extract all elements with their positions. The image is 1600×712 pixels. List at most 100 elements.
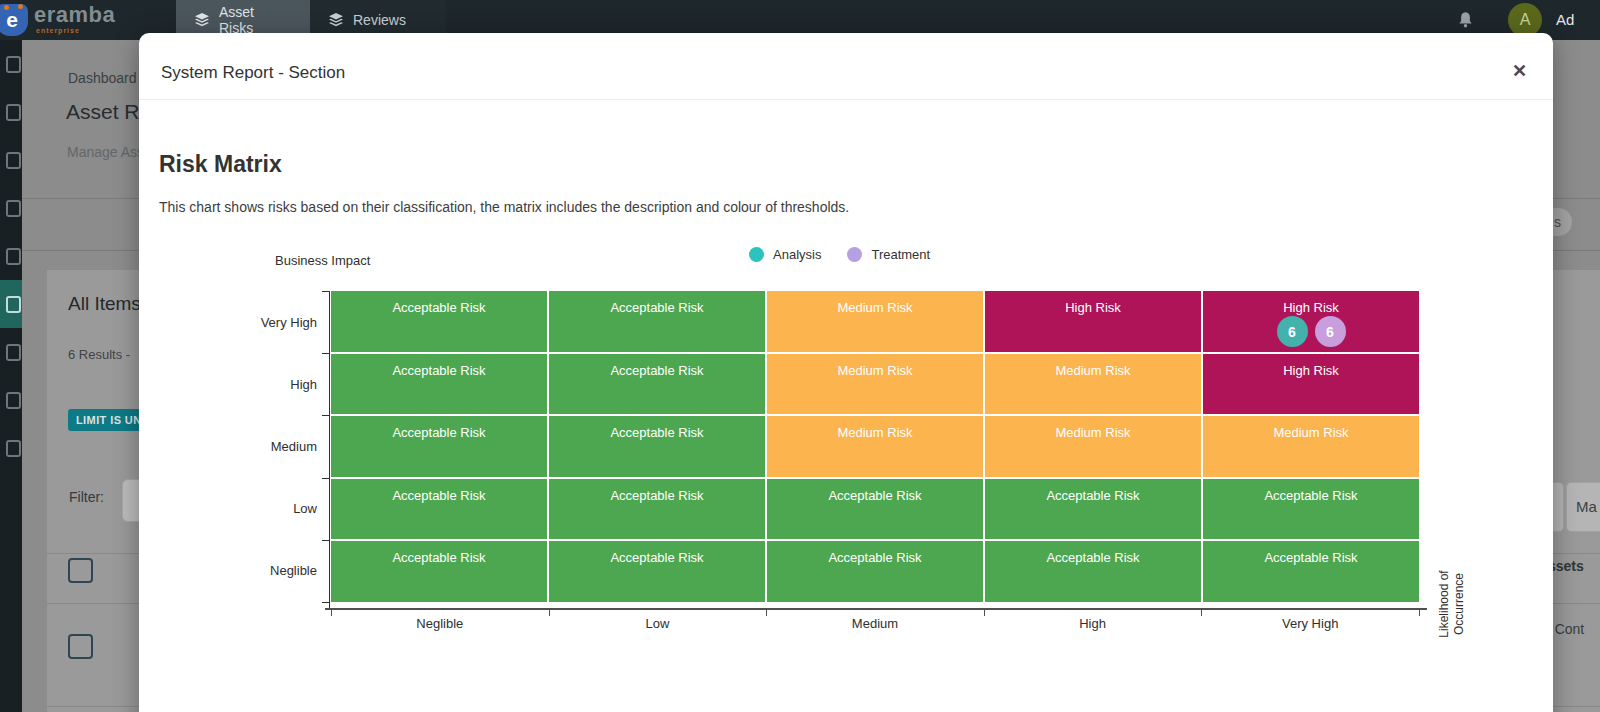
matrix-cell-3-2: Acceptable Risk [767, 479, 983, 540]
matrix-cell-4-2: Acceptable Risk [767, 541, 983, 602]
legend-item-analysis[interactable]: Analysis [749, 247, 821, 262]
user-avatar[interactable]: A [1508, 3, 1542, 37]
select-all-checkbox[interactable] [68, 558, 93, 583]
sidebar-icon [6, 248, 21, 265]
row-checkbox[interactable] [68, 634, 93, 659]
matrix-cell-3-3: Acceptable Risk [985, 479, 1201, 540]
matrix-cell-3-4: Acceptable Risk [1203, 479, 1419, 540]
cell-label: Acceptable Risk [392, 425, 485, 440]
cell-label: Acceptable Risk [610, 488, 703, 503]
sidebar-icon [6, 104, 21, 121]
cell-badges: 66 [1277, 316, 1346, 347]
report-section-heading: Risk Matrix [159, 151, 282, 178]
y-axis-tick [322, 540, 330, 541]
cell-label: Medium Risk [1055, 425, 1130, 440]
eramba-shield-icon: e [0, 4, 28, 36]
x-axis-title: Likelihood of Occurrence [1437, 561, 1467, 647]
matrix-cell-4-4: Acceptable Risk [1203, 541, 1419, 602]
matrix-cell-1-2: Medium Risk [767, 354, 983, 415]
logo-dot-icon [18, 4, 23, 9]
cell-label: High Risk [1065, 300, 1121, 315]
matrix-cell-1-1: Acceptable Risk [549, 354, 765, 415]
sidebar-item-9[interactable] [0, 424, 22, 472]
legend-item-treatment[interactable]: Treatment [847, 247, 930, 262]
legend-dot-icon [749, 247, 764, 262]
report-section-description: This chart shows risks based on their cl… [159, 199, 849, 215]
cell-label: Acceptable Risk [828, 488, 921, 503]
cell-label: Acceptable Risk [1046, 488, 1139, 503]
logo-dot-icon [4, 5, 9, 10]
notifications-bell-icon[interactable] [1455, 9, 1476, 35]
sidebar-item-2[interactable] [0, 88, 22, 136]
analysis-count-badge[interactable]: 6 [1277, 316, 1308, 347]
matrix-cell-0-3: High Risk [985, 291, 1201, 352]
breadcrumb[interactable]: Dashboard / [68, 70, 144, 86]
card-title: All Items [68, 293, 141, 315]
sidebar-item-7[interactable] [0, 328, 22, 376]
close-icon[interactable]: ✕ [1512, 62, 1527, 80]
filter-label: Filter: [69, 489, 104, 505]
cell-label: Medium Risk [837, 363, 912, 378]
cell-label: Medium Risk [837, 425, 912, 440]
sidebar-icon [6, 440, 21, 457]
y-axis-tick [322, 291, 330, 292]
x-axis-labels: NeglibleLowMediumHighVery High [331, 616, 1419, 631]
x-tick-label: High [984, 616, 1202, 631]
sidebar [0, 40, 22, 712]
sidebar-item-4[interactable] [0, 184, 22, 232]
layers-icon [194, 12, 210, 28]
pill-button-label: s [1554, 214, 1561, 230]
sidebar-icon [6, 344, 21, 361]
sidebar-icon [6, 152, 21, 169]
sidebar-item-6[interactable] [0, 280, 22, 328]
x-axis-tick [1201, 610, 1202, 616]
matrix-cell-0-0: Acceptable Risk [331, 291, 547, 352]
cell-label: Acceptable Risk [1264, 550, 1357, 565]
cell-label: Acceptable Risk [1264, 488, 1357, 503]
x-tick-label: Medium [766, 616, 984, 631]
matrix-cell-2-2: Medium Risk [767, 416, 983, 477]
x-axis-tick [766, 610, 767, 616]
x-axis-tick [331, 610, 332, 616]
x-tick-label: Very High [1201, 616, 1419, 631]
matrix-cell-0-2: Medium Risk [767, 291, 983, 352]
sidebar-item-3[interactable] [0, 136, 22, 184]
x-axis-tick [1419, 610, 1420, 616]
x-axis-line [325, 608, 1427, 610]
matrix-cell-2-3: Medium Risk [985, 416, 1201, 477]
matrix-cell-1-3: Medium Risk [985, 354, 1201, 415]
sidebar-item-1[interactable] [0, 40, 22, 88]
matrix-cell-4-3: Acceptable Risk [985, 541, 1201, 602]
cell-label: Acceptable Risk [610, 425, 703, 440]
matrix-cell-2-0: Acceptable Risk [331, 416, 547, 477]
cell-label: Acceptable Risk [610, 300, 703, 315]
matrix-cell-1-4: High Risk [1203, 354, 1419, 415]
sidebar-icon [6, 296, 21, 313]
x-tick-label: Low [549, 616, 767, 631]
avatar-initial: A [1520, 11, 1531, 29]
treatment-count-badge[interactable]: 6 [1315, 316, 1346, 347]
matrix-cell-3-1: Acceptable Risk [549, 479, 765, 540]
cell-label: Acceptable Risk [610, 363, 703, 378]
y-tick-label: Very High [227, 291, 317, 353]
matrix-cell-3-0: Acceptable Risk [331, 479, 547, 540]
y-axis-line [329, 291, 330, 608]
sidebar-icon [6, 392, 21, 409]
cell-label: Acceptable Risk [610, 550, 703, 565]
y-axis-tick [322, 602, 330, 603]
legend-label: Treatment [871, 247, 930, 262]
y-tick-label: Low [227, 478, 317, 540]
legend-dot-icon [847, 247, 862, 262]
chart-legend: Analysis Treatment [749, 247, 930, 262]
y-axis-tick [322, 478, 330, 479]
y-axis-tick [322, 353, 330, 354]
sidebar-item-5[interactable] [0, 232, 22, 280]
background-button-ma[interactable]: Ma [1566, 482, 1600, 532]
cell-label: High Risk [1283, 300, 1339, 315]
sidebar-icon [6, 56, 21, 73]
sidebar-icon [6, 200, 21, 217]
cell-label: Medium Risk [837, 300, 912, 315]
tab-label: Asset Risks [219, 4, 292, 36]
sidebar-item-8[interactable] [0, 376, 22, 424]
y-axis-tick [322, 415, 330, 416]
